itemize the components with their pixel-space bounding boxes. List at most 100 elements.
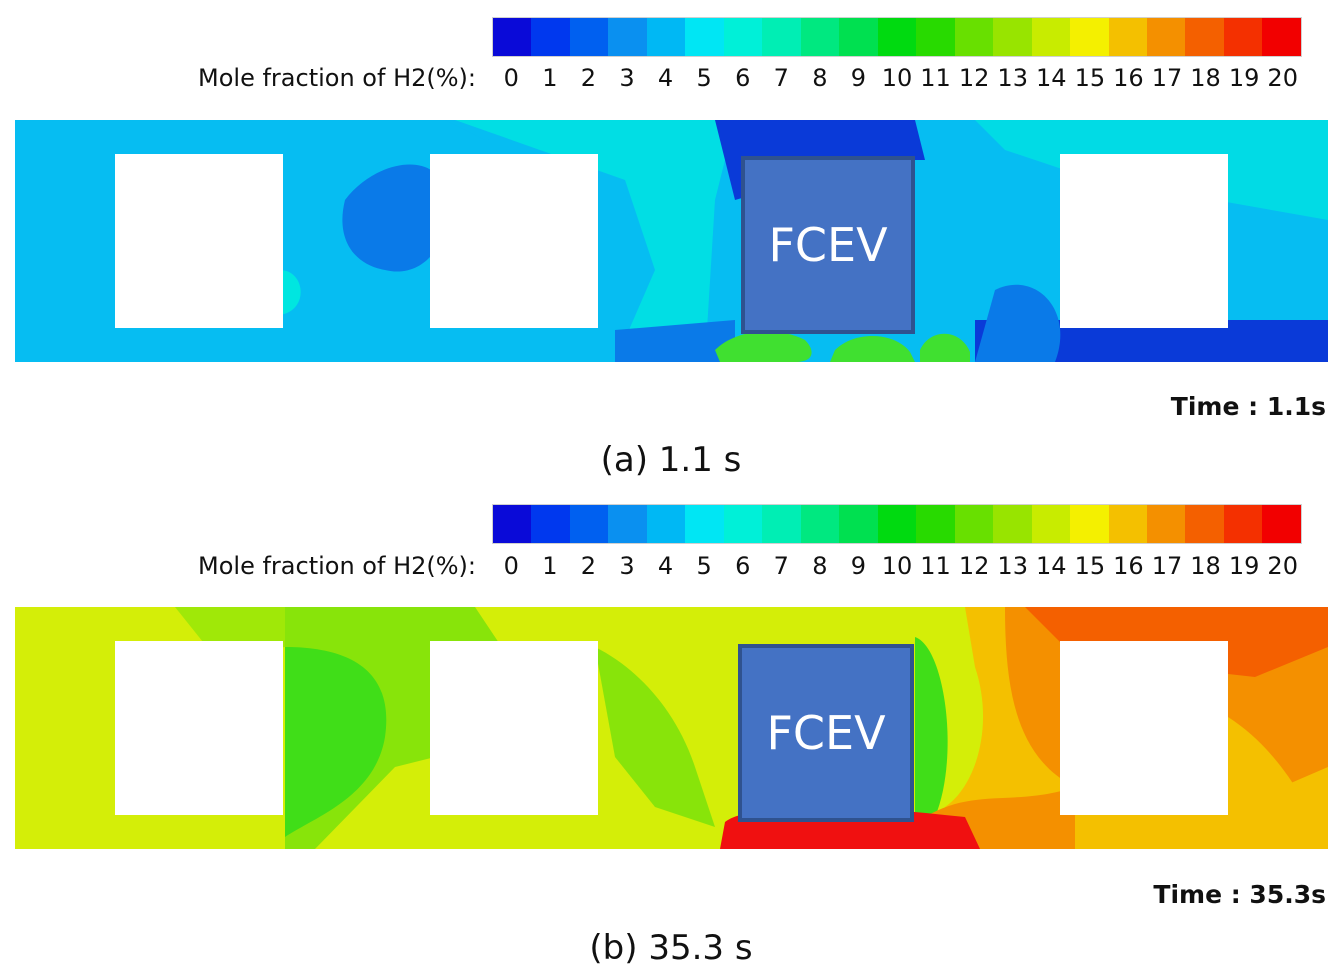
colorbar-swatch xyxy=(1108,18,1147,56)
colorbar-swatch xyxy=(723,18,763,56)
obstacle-3 xyxy=(1060,641,1228,815)
colorbar-swatch xyxy=(877,505,917,543)
panel-b: Mole fraction of H2(%): 0 1 2 3 4 5 6 7 8 9 10 11 12… xyxy=(0,488,1342,978)
colorbar-swatch xyxy=(954,18,994,56)
colorbar-swatch xyxy=(993,18,1032,56)
colorbar-swatch xyxy=(916,18,955,56)
colorbar-tick-label: 3 xyxy=(619,552,635,580)
colorbar-swatch xyxy=(608,505,647,543)
colorbar-tick-label: 13 xyxy=(997,552,1028,580)
caption-b: (b) 35.3 s xyxy=(589,928,753,968)
colorbar-ticks-a: 0 1 2 3 4 5 6 7 8 9 10 11 12 13 14 15 16 17 18 19 20 xyxy=(492,64,1302,96)
colorbar-tick-label: 17 xyxy=(1151,64,1183,92)
colorbar-tick-label: 10 xyxy=(881,64,913,92)
colorbar-tick-label: 12 xyxy=(958,64,990,92)
colorbar-tick-label: 2 xyxy=(580,552,597,580)
colorbar-swatch xyxy=(531,505,570,543)
contour-region xyxy=(830,335,915,362)
colorbar-swatch xyxy=(1262,18,1301,56)
colorbar-swatch xyxy=(993,505,1032,543)
colorbar-swatch xyxy=(723,505,763,543)
contour-region xyxy=(595,647,715,827)
colorbar-swatch xyxy=(1146,18,1186,56)
colorbar-tick-label: 7 xyxy=(773,552,789,580)
colorbar-swatch xyxy=(1108,505,1147,543)
colorbar-swatch xyxy=(646,18,686,56)
contour-region xyxy=(920,333,970,362)
colorbar-tick-label: 18 xyxy=(1190,64,1221,92)
colorbar-tick-label: 13 xyxy=(997,64,1028,92)
contour-field-b: FCEV xyxy=(15,607,1328,849)
colorbar-tick-label: 6 xyxy=(735,64,751,92)
obstacle-3 xyxy=(1060,154,1228,328)
colorbar-tick-label: 1 xyxy=(542,64,558,92)
colorbar-tick-label: 8 xyxy=(812,64,828,92)
colorbar-tick-label: 2 xyxy=(580,64,597,92)
obstacle-2 xyxy=(430,641,598,815)
contour-region xyxy=(715,331,812,362)
colorbar-swatch xyxy=(531,18,570,56)
obstacle-1 xyxy=(115,154,283,328)
colorbar-swatch xyxy=(1031,505,1071,543)
colorbar-tick-label: 0 xyxy=(503,64,519,92)
colorbar-tick-label: 20 xyxy=(1267,552,1298,580)
contour-region xyxy=(342,164,447,272)
colorbar-swatch xyxy=(569,505,609,543)
contour-region xyxy=(975,320,1328,362)
contour-region xyxy=(735,120,925,160)
colorbar-swatch xyxy=(762,505,801,543)
colorbar-swatch xyxy=(839,505,878,543)
contour-field-a: FCEV xyxy=(15,120,1328,362)
colorbar-swatch xyxy=(685,505,724,543)
colorbar-tick-label: 10 xyxy=(881,552,913,580)
obstacle-1 xyxy=(115,641,283,815)
contour-region xyxy=(280,270,301,315)
contour-region xyxy=(615,320,735,362)
colorbar-swatch xyxy=(1146,505,1186,543)
colorbar-tick-label: 19 xyxy=(1228,64,1260,92)
contour-region xyxy=(915,637,948,817)
colorbar-tick-label: 16 xyxy=(1113,64,1144,92)
contour-region xyxy=(1228,717,1328,849)
colorbar-tick-label: 15 xyxy=(1074,552,1106,580)
colorbar-swatch xyxy=(954,505,994,543)
colorbar-swatch xyxy=(1223,18,1263,56)
colorbar-tick-label: 14 xyxy=(1036,64,1067,92)
colorbar-tick-label: 4 xyxy=(657,64,674,92)
colorbar-swatch xyxy=(800,505,840,543)
colorbar-tick-label: 9 xyxy=(850,552,867,580)
colorbar-swatch xyxy=(685,18,724,56)
colorbar-tick-label: 16 xyxy=(1113,552,1144,580)
colorbar-tick-label: 14 xyxy=(1036,552,1067,580)
colorbar-tick-label: 5 xyxy=(696,64,712,92)
colorbar-b xyxy=(492,504,1302,544)
colorbar-swatch xyxy=(646,505,686,543)
colorbar-swatch xyxy=(1070,505,1109,543)
colorbar-label-b: Mole fraction of H2(%): xyxy=(198,552,476,580)
colorbar-swatch xyxy=(493,18,532,56)
colorbar-tick-label: 19 xyxy=(1228,552,1260,580)
colorbar-tick-label: 0 xyxy=(503,552,519,580)
caption-a: (a) 1.1 s xyxy=(600,440,742,480)
colorbar-tick-label: 4 xyxy=(657,552,674,580)
colorbar-ticks-b: 0 1 2 3 4 5 6 7 8 9 10 11 12 13 14 15 16 17 18 19 20 xyxy=(492,552,1302,584)
colorbar-tick-label: 12 xyxy=(958,552,990,580)
colorbar-swatch xyxy=(1070,18,1109,56)
colorbar-tick-label: 1 xyxy=(542,552,558,580)
colorbar-tick-label: 6 xyxy=(735,552,751,580)
colorbar-swatch xyxy=(1223,505,1263,543)
colorbar-tick-label: 7 xyxy=(773,64,789,92)
colorbar-swatch xyxy=(916,505,955,543)
colorbar-tick-label: 11 xyxy=(920,552,951,580)
contour-region xyxy=(455,120,735,362)
time-label-a: Time : 1.1s xyxy=(1170,392,1326,421)
colorbar-swatch xyxy=(1185,505,1224,543)
colorbar-swatch xyxy=(1262,505,1301,543)
fcev-vehicle: FCEV xyxy=(738,644,914,822)
colorbar-swatch xyxy=(493,505,532,543)
colorbar-tick-label: 20 xyxy=(1267,64,1298,92)
contour-region xyxy=(975,284,1061,362)
colorbar-tick-label: 3 xyxy=(619,64,635,92)
colorbar-tick-label: 17 xyxy=(1151,552,1183,580)
contour-region xyxy=(285,647,387,837)
